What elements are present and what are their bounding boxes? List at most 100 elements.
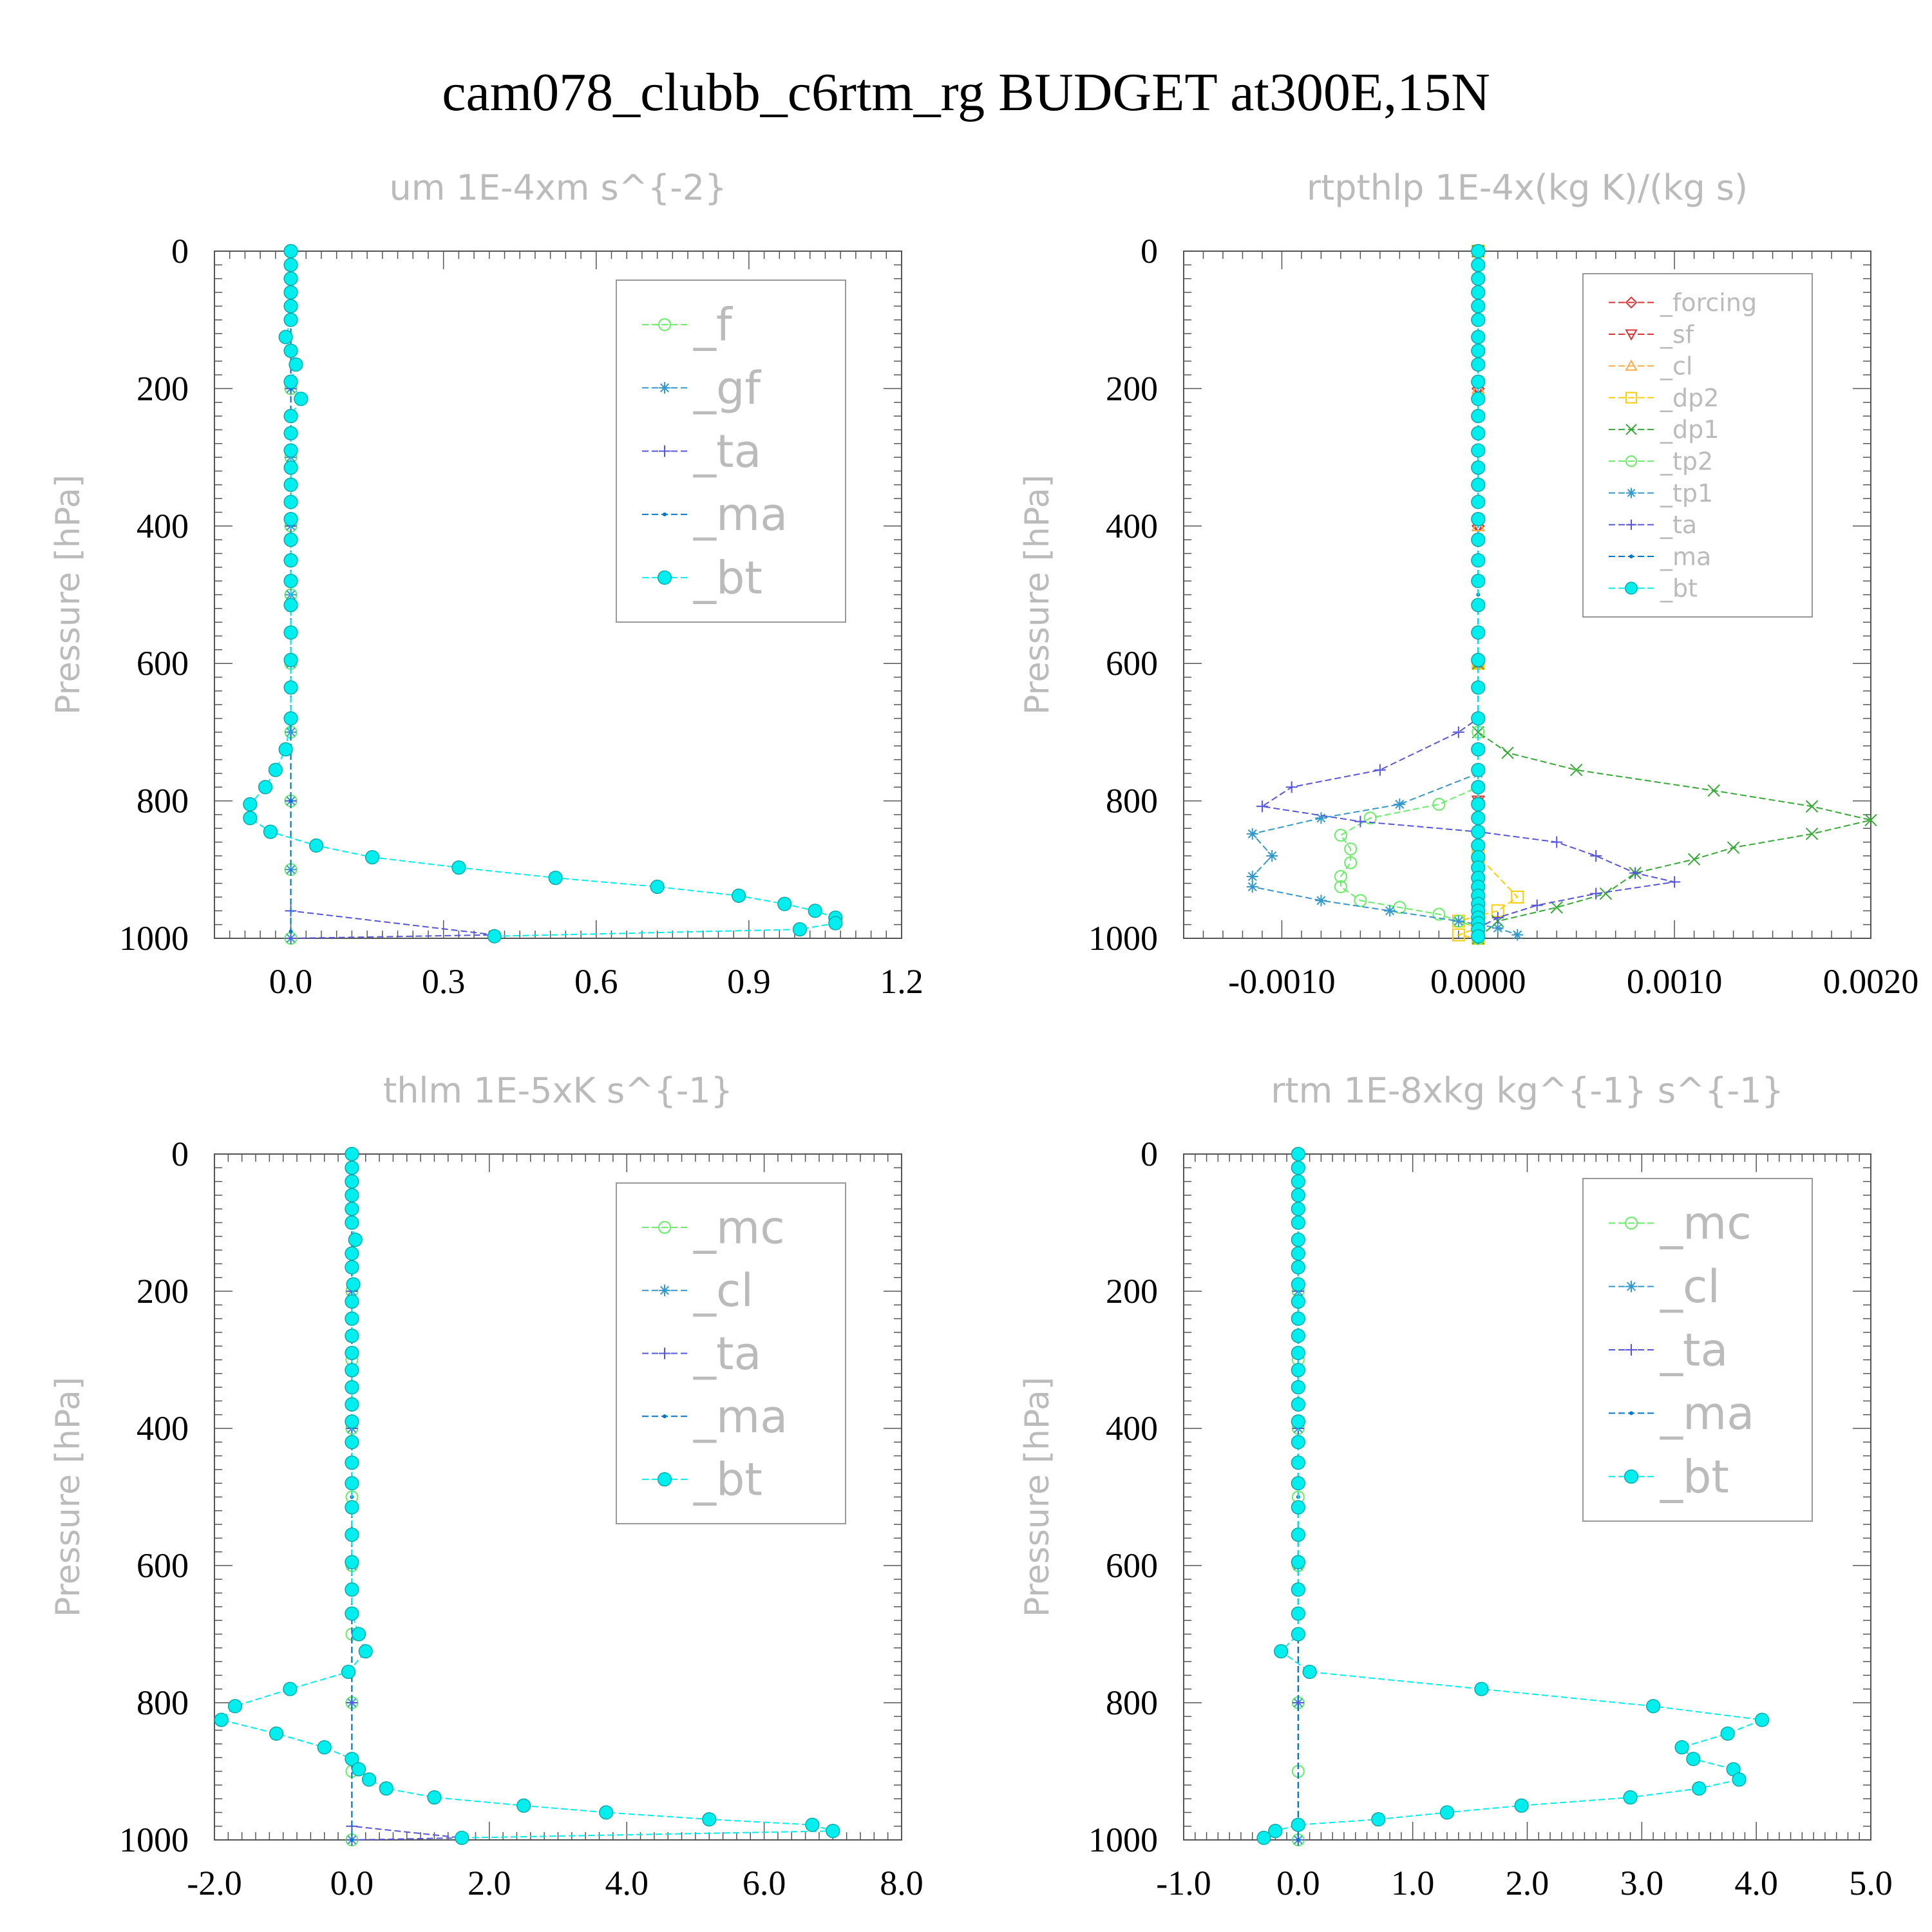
data-point [1384, 905, 1396, 917]
legend-marker [659, 445, 670, 457]
series-line [1340, 251, 1479, 938]
y-tick-label: 0 [1141, 1135, 1158, 1173]
data-point [1291, 1435, 1305, 1450]
data-point [1432, 907, 1446, 921]
data-point [345, 1345, 359, 1360]
legend-marker [1626, 488, 1636, 498]
data-point [1674, 1740, 1689, 1755]
data-point [345, 1215, 359, 1230]
data-point [345, 1380, 359, 1395]
x-tick-label: 1.2 [880, 962, 923, 1001]
data-point [487, 929, 502, 943]
data-point [1474, 1681, 1489, 1696]
data-point [1471, 652, 1486, 667]
y-tick-label: 200 [137, 369, 189, 408]
data-point [283, 460, 298, 475]
data-point [278, 330, 293, 345]
data-point [1291, 1294, 1305, 1309]
data-point [283, 285, 298, 300]
data-point [268, 762, 283, 777]
chart-panel-2: rtpthlp 1E-4x(kg K)/(kg s) Pressure [hPa]… [1018, 167, 1918, 1001]
data-point [345, 1500, 359, 1515]
legend-marker [657, 1472, 672, 1487]
legend-label: _bt [1660, 574, 1698, 603]
data-point [1686, 1752, 1701, 1766]
data-point [1646, 1699, 1661, 1714]
legend-marker [1624, 1469, 1639, 1484]
series-line [290, 251, 495, 939]
data-point [1291, 1146, 1305, 1162]
legend-marker [658, 318, 671, 332]
series-line [1477, 251, 1871, 939]
y-tick-label: 400 [1106, 507, 1158, 545]
data-point [548, 871, 563, 886]
data-point [1471, 929, 1486, 943]
legend-label: _gf [693, 362, 761, 415]
data-point [345, 1260, 359, 1274]
legend-label: _tp2 [1660, 447, 1713, 475]
data-point [1471, 408, 1486, 424]
data-point [808, 904, 822, 918]
y-tick-label: 600 [1106, 1546, 1158, 1585]
data-point [1246, 870, 1258, 882]
data-point [1439, 1805, 1455, 1820]
data-point [1864, 813, 1877, 827]
series-tp2 [1334, 245, 1485, 945]
chart-panel-1: um 1E-4xm s^{-2} Pressure [hPa] 0 200 400 600… [49, 167, 923, 1001]
data-point [345, 1397, 359, 1412]
y-tick-label: 400 [137, 507, 189, 545]
data-point [1492, 911, 1504, 923]
data-point [1334, 869, 1347, 883]
legend-marker [1625, 296, 1638, 309]
data-point [283, 426, 298, 440]
series-bt [243, 243, 843, 943]
data-point [828, 916, 843, 931]
legend-label: _cl [693, 1264, 753, 1317]
x-tick-label: 5.0 [1849, 1864, 1893, 1902]
x-tick-label: 1.0 [1391, 1864, 1435, 1902]
data-point [1291, 1311, 1305, 1326]
legend-label: _ma [693, 1390, 788, 1443]
legend: _mc _cl _ta _ma _bt [1582, 1178, 1813, 1522]
data-point [1471, 574, 1486, 589]
legend-label: _sf [1660, 320, 1695, 348]
data-point [1291, 1233, 1305, 1247]
data-point [1334, 828, 1347, 842]
data-point [345, 1555, 359, 1569]
data-point [1531, 899, 1543, 911]
legend-marker [659, 1347, 670, 1359]
legend-marker [1625, 329, 1638, 341]
data-point [1291, 1277, 1305, 1292]
data-point [599, 1805, 614, 1820]
y-axis-label: Pressure [hPa] [49, 475, 88, 715]
data-point [1590, 849, 1602, 862]
data-point [1669, 876, 1681, 888]
data-point [1266, 849, 1278, 862]
data-point [1471, 824, 1486, 839]
data-point [283, 299, 298, 314]
data-point [1471, 343, 1486, 358]
data-point [285, 726, 297, 738]
data-point [1296, 1838, 1300, 1842]
y-tick-label: 200 [1106, 1272, 1158, 1311]
data-point [345, 1582, 359, 1597]
series-bt [1471, 243, 1486, 943]
x-tick-label: 0.0010 [1627, 962, 1723, 1001]
y-tick-label: 0 [1141, 232, 1158, 270]
y-tick-label: 1000 [119, 1821, 189, 1859]
series-line [249, 251, 837, 937]
data-point [1732, 1772, 1747, 1787]
legend-marker [1625, 1217, 1638, 1230]
data-point [345, 1146, 359, 1162]
legend-marker [1625, 1344, 1637, 1356]
data-point [1291, 1582, 1305, 1597]
data-point [1551, 836, 1563, 848]
data-point [1471, 780, 1486, 795]
data-point [1550, 901, 1563, 914]
data-point [1268, 1824, 1283, 1839]
data-point [455, 1830, 469, 1845]
data-point [1452, 915, 1464, 927]
data-point [1432, 797, 1446, 811]
legend-label: _mc [1660, 1197, 1752, 1250]
data-point [269, 1726, 284, 1741]
